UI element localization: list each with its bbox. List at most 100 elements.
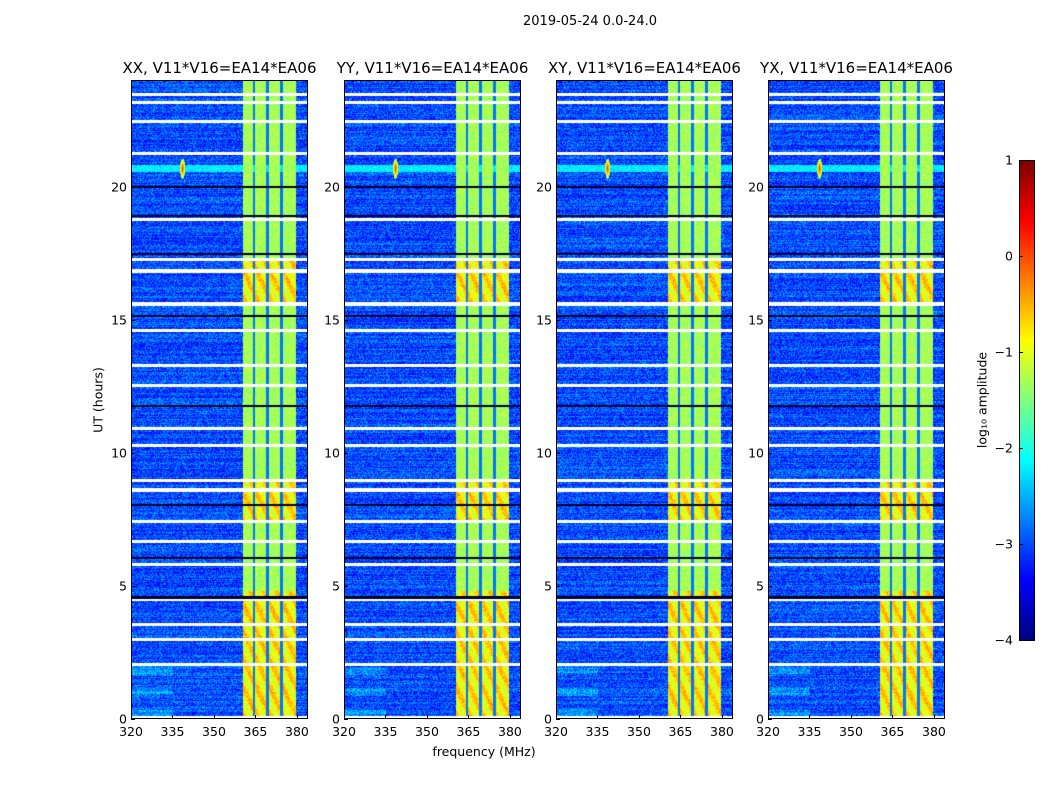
x-tick-label: 380 (710, 724, 734, 739)
heatmap-image (557, 81, 732, 718)
x-tick-label: 380 (922, 724, 946, 739)
x-tick-mark (426, 715, 428, 719)
y-tick-mark (556, 186, 560, 188)
colorbar-tick-label: −4 (994, 632, 1013, 648)
colorbar-tick-label: −2 (994, 440, 1013, 456)
y-tick-label: 0 (544, 711, 552, 727)
heatmap-image (769, 81, 944, 718)
y-tick-label: 5 (332, 578, 340, 594)
y-tick-label: 15 (324, 312, 340, 328)
colorbar-tick-label: 1 (1005, 152, 1013, 168)
y-tick-mark (768, 585, 772, 587)
colorbar-tick-label: 0 (1005, 248, 1013, 264)
panel-xy (556, 80, 733, 719)
y-tick-label: 10 (536, 445, 552, 461)
x-tick-label: 335 (797, 724, 822, 739)
y-tick-label: 0 (119, 711, 127, 727)
y-tick-label: 20 (324, 179, 340, 194)
x-tick-mark (509, 715, 511, 719)
x-tick-label: 335 (585, 724, 610, 739)
panel-title: YY, V11*V16=EA14*EA06 (336, 59, 529, 77)
y-tick-mark (344, 585, 348, 587)
y-tick-mark (556, 319, 560, 321)
x-tick-label: 350 (839, 724, 863, 739)
y-tick-mark (556, 452, 560, 454)
y-tick-label: 5 (756, 578, 764, 594)
y-tick-mark (131, 585, 135, 587)
x-tick-mark (892, 715, 894, 719)
y-tick-label: 20 (111, 179, 127, 194)
x-tick-mark (213, 715, 215, 719)
colorbar-tick-mark (1019, 640, 1023, 641)
y-tick-label: 20 (748, 179, 764, 194)
y-tick-label: 10 (748, 445, 764, 461)
x-axis-label: frequency (MHz) (432, 744, 536, 759)
colorbar-label: log₁₀ amplitude (974, 351, 990, 449)
y-tick-mark (556, 719, 560, 720)
y-tick-label: 10 (111, 445, 127, 461)
y-tick-label: 10 (324, 445, 340, 461)
y-tick-label: 0 (756, 711, 764, 727)
y-tick-mark (768, 319, 772, 321)
x-tick-label: 365 (243, 724, 268, 739)
x-tick-label: 350 (202, 724, 226, 739)
y-tick-label: 5 (119, 578, 127, 594)
panel-yx (768, 80, 945, 719)
x-tick-mark (131, 715, 132, 719)
y-tick-mark (131, 452, 135, 454)
colorbar-tick-mark (1019, 544, 1023, 545)
panel-title: YX, V11*V16=EA14*EA06 (760, 59, 953, 77)
y-axis-label: UT (hours) (90, 367, 106, 433)
y-tick-mark (768, 452, 772, 454)
x-tick-label: 320 (119, 724, 143, 739)
x-tick-mark (296, 715, 298, 719)
y-tick-label: 0 (332, 711, 340, 727)
colorbar-tick-mark (1019, 256, 1023, 257)
y-tick-mark (344, 186, 348, 188)
x-tick-label: 365 (880, 724, 905, 739)
x-tick-label: 380 (285, 724, 309, 739)
x-tick-label: 365 (456, 724, 481, 739)
y-tick-mark (768, 719, 772, 720)
x-tick-label: 350 (415, 724, 439, 739)
colorbar-tick-label: −1 (994, 344, 1013, 360)
y-tick-label: 15 (111, 312, 127, 328)
y-tick-mark (131, 186, 135, 188)
x-tick-label: 335 (160, 724, 185, 739)
x-tick-label: 320 (544, 724, 568, 739)
x-tick-mark (385, 715, 387, 719)
panel-title: XX, V11*V16=EA14*EA06 (122, 59, 317, 77)
y-tick-label: 20 (536, 179, 552, 194)
x-tick-mark (556, 715, 557, 719)
x-tick-mark (172, 715, 174, 719)
heatmap-image (345, 81, 520, 718)
y-tick-mark (131, 319, 135, 321)
x-tick-mark (768, 715, 769, 719)
heatmap-image (132, 81, 307, 718)
x-tick-mark (597, 715, 599, 719)
colorbar-tick-mark (1019, 352, 1023, 353)
x-tick-mark (680, 715, 682, 719)
x-tick-mark (255, 715, 257, 719)
colorbar-tick-mark (1019, 160, 1023, 161)
x-tick-label: 365 (668, 724, 693, 739)
panel-title: XY, V11*V16=EA14*EA06 (548, 59, 741, 77)
y-tick-mark (768, 186, 772, 188)
x-tick-label: 320 (332, 724, 356, 739)
x-tick-label: 335 (373, 724, 398, 739)
y-tick-mark (556, 585, 560, 587)
y-tick-label: 5 (544, 578, 552, 594)
colorbar-tick-mark (1019, 448, 1023, 449)
x-tick-mark (468, 715, 470, 719)
y-tick-label: 15 (536, 312, 552, 328)
y-tick-mark (344, 719, 348, 720)
x-tick-label: 320 (756, 724, 780, 739)
x-tick-mark (850, 715, 852, 719)
panel-yy (344, 80, 521, 719)
x-tick-label: 380 (498, 724, 522, 739)
colorbar-tick-label: −3 (994, 536, 1013, 552)
x-tick-mark (721, 715, 723, 719)
y-tick-mark (131, 719, 135, 720)
x-tick-mark (809, 715, 811, 719)
